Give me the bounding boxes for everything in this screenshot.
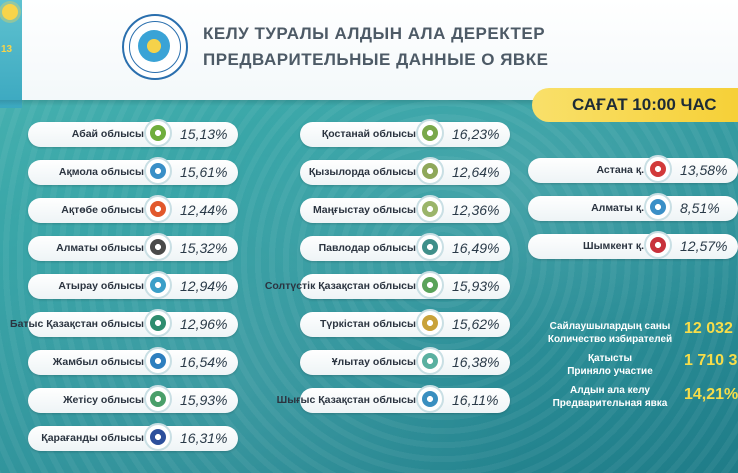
region-row: Алматы қ. 8,51% <box>528 193 738 221</box>
turnout-percent: 16,23% <box>452 126 500 142</box>
region-name: Жетісу облысы <box>63 394 144 406</box>
region-name: Шымкент қ. <box>583 240 644 252</box>
region-row: Шымкент қ. 12,57% <box>528 231 738 259</box>
region-emblem-icon <box>144 423 172 451</box>
region-row: Абай облысы 15,13% <box>28 119 238 147</box>
region-emblem-icon <box>416 271 444 299</box>
time-banner: САҒАТ 10:00 ЧАС <box>532 88 738 122</box>
turnout-percent: 15,61% <box>180 164 228 180</box>
region-row: Түркістан облысы 15,62% <box>300 309 510 337</box>
region-row: Маңғыстау облысы 12,36% <box>300 195 510 223</box>
voters-label: Сайлаушылардың саны Количество избирател… <box>547 321 673 345</box>
region-emblem-icon <box>416 157 444 185</box>
sun-icon <box>2 4 18 20</box>
region-name: Қызылорда облысы <box>308 166 416 178</box>
region-emblem-icon <box>144 119 172 147</box>
turnout-percent: 13,58% <box>680 162 728 178</box>
region-row: Солтүстік Қазақстан облысы 15,93% <box>265 271 510 299</box>
region-emblem-icon <box>644 155 672 183</box>
region-row: Жетісу облысы 15,93% <box>28 385 238 413</box>
region-name: Абай облысы <box>71 128 144 140</box>
turnout-percent: 12,64% <box>452 164 500 180</box>
region-name: Алматы қ. <box>591 202 644 214</box>
region-emblem-icon <box>144 309 172 337</box>
turnout-percent: 8,51% <box>680 200 720 216</box>
region-row: Қызылорда облысы 12,64% <box>300 157 510 185</box>
prelim-turnout-value: 14,21% <box>684 386 738 403</box>
region-emblem-icon <box>644 231 672 259</box>
region-name: Ақмола облысы <box>58 166 144 178</box>
turnout-percent: 12,44% <box>180 202 228 218</box>
region-row: Шығыс Қазақстан облысы 16,11% <box>277 385 510 413</box>
region-name: Ақтөбе облысы <box>61 204 144 216</box>
region-row: Ақмола облысы 15,61% <box>28 157 238 185</box>
flag-strip: 13 <box>0 0 22 108</box>
region-name: Қарағанды облысы <box>41 432 144 444</box>
prelim-turnout-label: Алдын ала келу Предварительная явка <box>552 385 668 409</box>
region-emblem-icon <box>144 271 172 299</box>
region-emblem-icon <box>416 233 444 261</box>
region-row: Қарағанды облысы 16,31% <box>28 423 238 451</box>
region-row: Ақтөбе облысы 12,44% <box>28 195 238 223</box>
region-emblem-icon <box>416 119 444 147</box>
turnout-percent: 15,93% <box>180 392 228 408</box>
header-bar: 13 КЕЛУ ТУРАЛЫ АЛДЫН АЛА ДЕРЕКТЕР ПРЕДВА… <box>0 0 738 108</box>
turnout-percent: 16,31% <box>180 430 228 446</box>
side-digits: 13 <box>1 44 13 55</box>
turnout-percent: 12,36% <box>452 202 500 218</box>
turnout-percent: 16,38% <box>452 354 500 370</box>
turnout-percent: 12,94% <box>180 278 228 294</box>
region-emblem-icon <box>144 195 172 223</box>
region-name: Астана қ. <box>596 164 644 176</box>
region-name: Маңғыстау облысы <box>312 204 416 216</box>
region-name: Батыс Қазақстан облысы <box>10 318 144 330</box>
region-emblem-icon <box>416 195 444 223</box>
region-emblem-icon <box>416 385 444 413</box>
turnout-percent: 15,13% <box>180 126 228 142</box>
region-name: Түркістан облысы <box>319 318 416 330</box>
turnout-percent: 16,54% <box>180 354 228 370</box>
turnout-label: Қатысты Приняло участие <box>567 353 653 377</box>
turnout-percent: 15,62% <box>452 316 500 332</box>
turnout-percent: 16,49% <box>452 240 500 256</box>
region-row: Алматы облысы 15,32% <box>28 233 238 261</box>
turnout-percent: 12,57% <box>680 238 728 254</box>
region-row: Павлодар облысы 16,49% <box>300 233 510 261</box>
region-row: Жамбыл облысы 16,54% <box>28 347 238 375</box>
region-name: Ұлытау облысы <box>331 356 416 368</box>
region-emblem-icon <box>644 193 672 221</box>
region-name: Алматы облысы <box>56 242 144 254</box>
region-row: Қостанай облысы 16,23% <box>300 119 510 147</box>
turnout-percent: 15,32% <box>180 240 228 256</box>
voters-value: 12 032 <box>684 320 733 337</box>
region-emblem-icon <box>416 347 444 375</box>
region-emblem-icon <box>144 157 172 185</box>
region-name: Шығыс Қазақстан облысы <box>276 394 416 406</box>
region-emblem-icon <box>144 385 172 413</box>
title-russian: ПРЕДВАРИТЕЛЬНЫЕ ДАННЫЕ О ЯВКЕ <box>203 50 549 69</box>
title-kazakh: КЕЛУ ТУРАЛЫ АЛДЫН АЛА ДЕРЕКТЕР <box>203 24 546 43</box>
region-name: Солтүстік Қазақстан облысы <box>264 280 416 292</box>
turnout-value: 1 710 3 <box>684 352 738 369</box>
region-row: Ұлытау облысы 16,38% <box>300 347 510 375</box>
region-emblem-icon <box>144 233 172 261</box>
region-row: Атырау облысы 12,94% <box>28 271 238 299</box>
region-emblem-icon <box>416 309 444 337</box>
turnout-percent: 16,11% <box>452 392 499 408</box>
turnout-percent: 15,93% <box>452 278 500 294</box>
region-name: Павлодар облысы <box>318 242 416 254</box>
cec-emblem-icon <box>122 14 188 80</box>
region-name: Жамбыл облысы <box>52 356 144 368</box>
region-row: Астана қ. 13,58% <box>528 155 738 183</box>
region-name: Атырау облысы <box>58 280 144 292</box>
turnout-percent: 12,96% <box>180 316 228 332</box>
region-emblem-icon <box>144 347 172 375</box>
region-row: Батыс Қазақстан облысы 12,96% <box>10 309 238 337</box>
region-name: Қостанай облысы <box>321 128 416 140</box>
